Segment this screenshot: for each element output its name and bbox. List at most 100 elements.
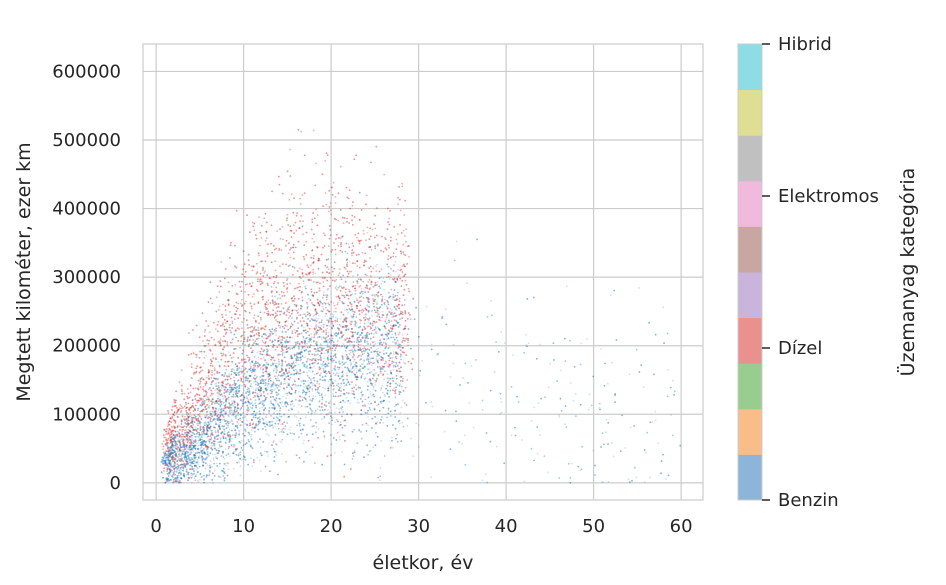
scatter-point (289, 363, 292, 366)
scatter-point (212, 481, 214, 484)
scatter-point (468, 402, 471, 404)
scatter-point (369, 328, 372, 331)
scatter-point (174, 450, 177, 453)
scatter-point (204, 467, 207, 470)
scatter-point (368, 379, 370, 381)
scatter-point (295, 344, 297, 347)
scatter-point (181, 426, 184, 429)
scatter-point (394, 260, 397, 263)
scatter-point (381, 280, 384, 282)
scatter-point (291, 432, 294, 435)
scatter-point (302, 282, 305, 285)
scatter-point (389, 307, 391, 310)
scatter-point (302, 380, 304, 383)
scatter-point (209, 429, 212, 431)
scatter-point (286, 394, 289, 397)
scatter-point (173, 454, 175, 456)
scatter-point (167, 472, 170, 475)
scatter-point (430, 401, 433, 403)
scatter-point (244, 430, 247, 432)
scatter-point (406, 425, 409, 427)
scatter-point (588, 393, 591, 396)
scatter-point (188, 439, 190, 441)
scatter-point (341, 331, 344, 334)
scatter-point (391, 316, 393, 318)
scatter-point (208, 428, 211, 430)
scatter-point (225, 438, 228, 441)
scatter-point (248, 432, 251, 435)
scatter-point (190, 435, 193, 438)
scatter-point (245, 419, 248, 422)
scatter-point (199, 447, 202, 450)
scatter-point (600, 348, 602, 350)
scatter-point (231, 414, 233, 417)
scatter-point (223, 394, 226, 397)
scatter-point (294, 368, 297, 371)
scatter-point (229, 391, 231, 394)
scatter-point (253, 381, 256, 383)
scatter-point (211, 421, 214, 423)
scatter-point (320, 363, 322, 366)
scatter-point (302, 442, 305, 445)
scatter-point (485, 473, 488, 476)
scatter-point (263, 395, 266, 397)
scatter-point (232, 423, 235, 425)
scatter-point (391, 309, 393, 311)
scatter-point (206, 457, 208, 460)
scatter-point (218, 407, 221, 410)
scatter-point (244, 415, 247, 417)
scatter-point (401, 421, 404, 424)
scatter-point (286, 401, 289, 404)
scatter-point (168, 479, 171, 481)
scatter-point (356, 398, 359, 401)
scatter-point (390, 357, 393, 359)
scatter-point (452, 343, 455, 346)
scatter-point (232, 399, 235, 402)
scatter-point (277, 404, 280, 407)
scatter-point (182, 437, 184, 440)
scatter-point (268, 423, 271, 425)
scatter-point (400, 353, 403, 356)
scatter-point (367, 343, 369, 345)
scatter-point (310, 341, 313, 343)
scatter-point (266, 384, 269, 387)
scatter-point (304, 285, 307, 287)
scatter-point (294, 309, 296, 311)
scatter-point (197, 479, 199, 482)
scatter-point (197, 463, 200, 466)
scatter-point (250, 379, 253, 382)
scatter-point (254, 396, 257, 398)
scatter-point (252, 391, 255, 394)
scatter-point (257, 403, 260, 406)
scatter-point (231, 389, 234, 392)
scatter-point (380, 400, 382, 403)
scatter-point (390, 373, 393, 376)
scatter-point (389, 330, 391, 332)
scatter-point (255, 383, 257, 386)
scatter-point (275, 362, 278, 365)
scatter-point (166, 464, 169, 466)
scatter-point (249, 362, 252, 364)
scatter-point (311, 384, 314, 387)
scatter-point (357, 368, 359, 371)
scatter-point (376, 404, 378, 407)
scatter-point (331, 313, 334, 316)
scatter-point (390, 324, 392, 327)
scatter-point (315, 425, 318, 428)
scatter-point (276, 298, 279, 300)
scatter-point (174, 454, 176, 456)
scatter-point (269, 470, 271, 473)
scatter-point (166, 464, 168, 467)
scatter-point (367, 403, 370, 405)
scatter-point (397, 342, 400, 345)
scatter-point (301, 395, 304, 398)
scatter-point (239, 474, 242, 477)
scatter-point (302, 313, 305, 316)
scatter-point (525, 344, 527, 347)
scatter-point (292, 373, 295, 376)
scatter-point (223, 411, 226, 413)
scatter-point (281, 330, 284, 332)
scatter-point (395, 343, 398, 345)
scatter-point (400, 406, 403, 409)
scatter-point (208, 407, 211, 409)
